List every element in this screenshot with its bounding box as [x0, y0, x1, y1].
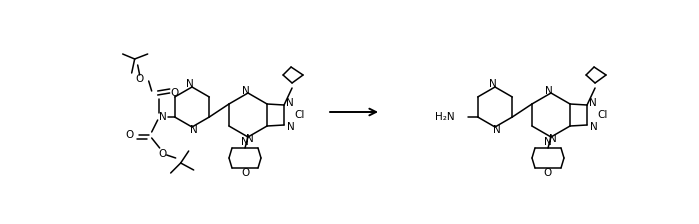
Text: N: N — [159, 112, 166, 122]
Text: O: O — [171, 88, 179, 98]
Text: O: O — [126, 130, 134, 140]
Text: N: N — [545, 86, 553, 96]
Text: N: N — [286, 98, 294, 108]
Text: N: N — [590, 122, 598, 132]
Text: H₂N: H₂N — [435, 112, 454, 122]
Text: Cl: Cl — [598, 110, 608, 120]
Text: O: O — [544, 168, 552, 178]
Text: N: N — [544, 137, 552, 147]
Text: O: O — [159, 149, 167, 159]
Text: N: N — [287, 122, 295, 132]
Text: Cl: Cl — [295, 110, 305, 120]
Text: N: N — [549, 134, 557, 144]
Text: N: N — [589, 98, 597, 108]
Text: N: N — [190, 125, 198, 135]
Text: N: N — [489, 79, 497, 89]
Text: O: O — [136, 74, 144, 84]
Text: O: O — [241, 168, 249, 178]
Text: N: N — [493, 125, 501, 135]
Text: N: N — [241, 137, 249, 147]
Text: N: N — [242, 86, 250, 96]
Text: N: N — [246, 134, 254, 144]
Text: N: N — [186, 79, 194, 89]
